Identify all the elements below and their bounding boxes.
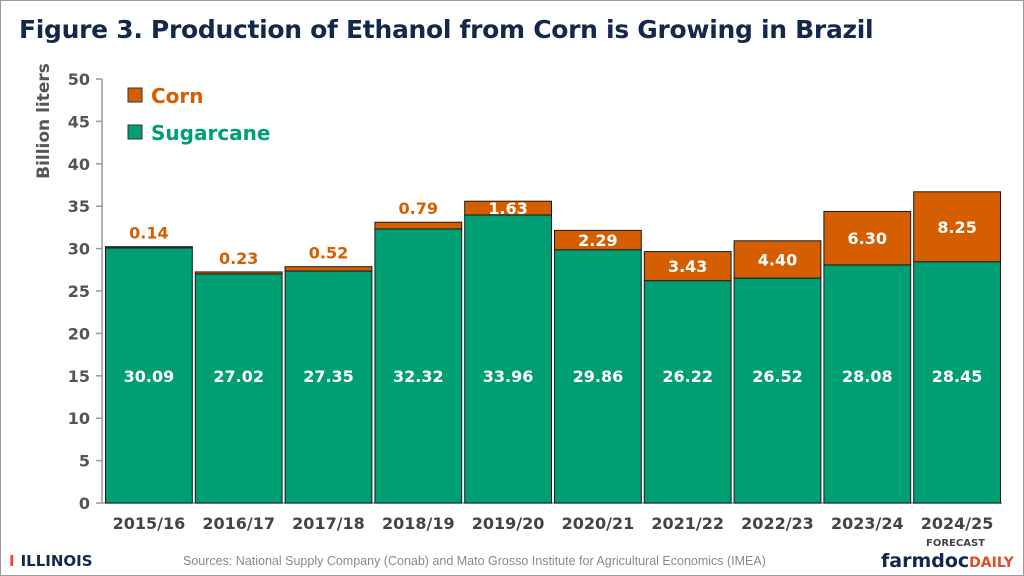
sugarcane-value-label: 27.35 bbox=[303, 367, 354, 386]
y-axis-label: Billion liters bbox=[34, 63, 54, 179]
bar-corn bbox=[643, 251, 732, 282]
y-tick-label: 0 bbox=[79, 494, 90, 513]
corn-value-label: 6.30 bbox=[848, 229, 887, 248]
sugarcane-value-label: 29.86 bbox=[573, 367, 624, 386]
x-tick-label: 2015/16 bbox=[113, 514, 186, 533]
bar-corn bbox=[105, 246, 193, 249]
bar-corn bbox=[554, 229, 642, 251]
bar-corn bbox=[194, 271, 283, 275]
bar-corn bbox=[823, 210, 912, 266]
sugarcane-value-label: 26.52 bbox=[752, 367, 803, 386]
illinois-logo: I ILLINOIS bbox=[9, 552, 93, 570]
x-tick-label: 2020/21 bbox=[562, 514, 635, 533]
sugarcane-value-label: 28.08 bbox=[842, 367, 893, 386]
corn-value-label: 4.40 bbox=[758, 250, 797, 269]
x-tick-label: 2024/25 bbox=[921, 514, 994, 533]
x-tick-label: 2021/22 bbox=[651, 514, 724, 533]
sources-note: Sources: National Supply Company (Conab)… bbox=[183, 554, 766, 568]
corn-value-label: 2.29 bbox=[578, 231, 617, 250]
illinois-logo-text: ILLINOIS bbox=[20, 552, 93, 570]
x-tick-label: 2023/24 bbox=[831, 514, 904, 533]
y-tick-label: 15 bbox=[68, 367, 90, 386]
legend-label-sugarcane: Sugarcane bbox=[151, 121, 270, 145]
legend-swatch-sugarcane bbox=[127, 124, 143, 140]
x-tick-label: 2017/18 bbox=[292, 514, 365, 533]
x-tick-label: 2018/19 bbox=[382, 514, 455, 533]
x-tick-label: 2016/17 bbox=[202, 514, 275, 533]
corn-value-label: 0.23 bbox=[219, 249, 258, 268]
bar-sugarcane bbox=[374, 228, 463, 504]
corn-value-label: 3.43 bbox=[668, 257, 707, 276]
bar-corn bbox=[374, 221, 463, 230]
sugarcane-value-label: 32.32 bbox=[393, 367, 444, 386]
corn-value-label: 8.25 bbox=[937, 218, 976, 237]
bar-corn bbox=[733, 240, 822, 279]
sugarcane-value-label: 27.02 bbox=[213, 367, 264, 386]
y-tick-label: 45 bbox=[68, 112, 90, 131]
x-tick-label: 2019/20 bbox=[472, 514, 545, 533]
y-tick-label: 50 bbox=[68, 70, 90, 89]
y-tick-label: 25 bbox=[68, 282, 90, 301]
bar-sugarcane bbox=[105, 247, 193, 504]
bar-sugarcane bbox=[194, 273, 283, 504]
y-tick-label: 10 bbox=[68, 409, 90, 428]
sugarcane-value-label: 30.09 bbox=[124, 367, 175, 386]
bar-sugarcane bbox=[464, 214, 553, 504]
y-tick-label: 30 bbox=[68, 240, 90, 259]
bar-sugarcane bbox=[554, 249, 642, 504]
sugarcane-value-label: 28.45 bbox=[932, 367, 983, 386]
bar-sugarcane bbox=[733, 277, 822, 504]
bar-corn bbox=[284, 266, 373, 272]
chart-title: Figure 3. Production of Ethanol from Cor… bbox=[19, 15, 874, 44]
legend-label-corn: Corn bbox=[151, 84, 204, 108]
y-tick-label: 35 bbox=[68, 197, 90, 216]
bar-corn bbox=[464, 200, 553, 216]
farmdoc-logo: farmdocDAILY bbox=[881, 550, 1014, 572]
sugarcane-value-label: 26.22 bbox=[662, 367, 713, 386]
corn-value-label: 1.63 bbox=[488, 199, 527, 218]
bar-sugarcane bbox=[284, 270, 373, 504]
y-tick-label: 40 bbox=[68, 155, 90, 174]
x-tick-label: 2022/23 bbox=[741, 514, 814, 533]
bar-sugarcane bbox=[823, 264, 912, 504]
sugarcane-value-label: 33.96 bbox=[483, 367, 534, 386]
forecast-note: FORECAST bbox=[926, 538, 985, 549]
illinois-i-icon: I bbox=[9, 552, 15, 570]
y-tick-label: 20 bbox=[68, 324, 90, 343]
y-tick-label: 5 bbox=[79, 452, 90, 471]
corn-value-label: 0.14 bbox=[129, 224, 168, 243]
farmdoc-logo-accent: DAILY bbox=[969, 555, 1014, 571]
bar-corn bbox=[913, 191, 1002, 263]
corn-value-label: 0.79 bbox=[399, 199, 438, 218]
bar-sugarcane bbox=[643, 280, 732, 504]
farmdoc-logo-main: farmdoc bbox=[881, 550, 970, 572]
corn-value-label: 0.52 bbox=[309, 244, 348, 263]
legend-swatch-corn bbox=[127, 87, 143, 103]
